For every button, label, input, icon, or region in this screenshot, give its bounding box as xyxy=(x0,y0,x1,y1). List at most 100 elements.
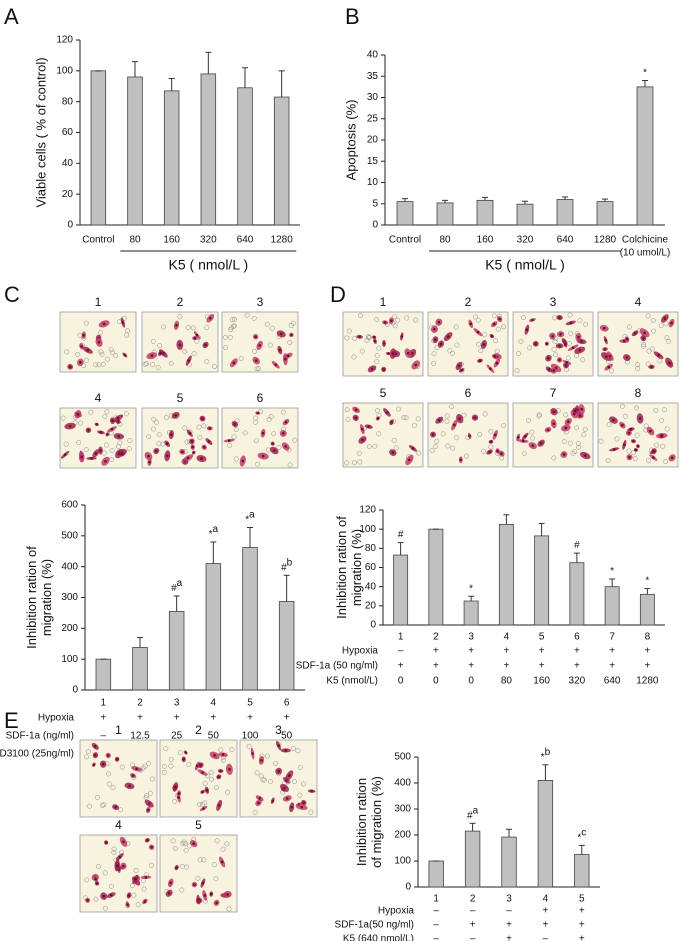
condition-value: + xyxy=(284,713,290,724)
nucleus xyxy=(539,441,543,445)
pore xyxy=(572,449,578,455)
pore xyxy=(431,361,437,366)
condition-value: + xyxy=(506,920,512,931)
pore xyxy=(85,749,91,755)
nucleus xyxy=(558,316,561,319)
marker-superscript: a xyxy=(249,509,255,520)
pore xyxy=(264,753,270,759)
nucleus xyxy=(92,763,96,767)
pore xyxy=(664,335,670,341)
x-tick-label: 80 xyxy=(439,235,451,246)
pore xyxy=(665,338,671,344)
pore xyxy=(212,364,217,369)
pore xyxy=(488,444,494,450)
condition-value: + xyxy=(137,713,143,724)
pore xyxy=(434,345,440,351)
y-tick-label: 0 xyxy=(370,620,376,631)
pore xyxy=(202,800,208,806)
pore xyxy=(233,456,239,462)
nucleus xyxy=(128,784,131,788)
condition-label: Hypoxia xyxy=(38,713,75,724)
marker-symbol: * xyxy=(610,566,614,577)
image-label: 1 xyxy=(380,295,387,309)
nucleus xyxy=(68,424,72,428)
nucleus xyxy=(190,440,194,443)
nucleus xyxy=(150,354,154,357)
nucleus xyxy=(217,804,221,807)
condition-value: – xyxy=(433,920,439,931)
pore xyxy=(657,358,663,364)
pore xyxy=(646,457,652,463)
bar xyxy=(428,860,444,888)
micrograph xyxy=(59,407,137,469)
pore xyxy=(148,862,154,868)
nucleus xyxy=(478,359,482,362)
nucleus xyxy=(367,425,371,428)
pore xyxy=(565,355,571,361)
micrograph xyxy=(427,402,509,468)
nucleus xyxy=(261,454,265,458)
pore xyxy=(179,887,185,893)
pore xyxy=(357,459,363,465)
nucleus xyxy=(192,451,196,454)
panel-letter: B xyxy=(345,4,360,29)
pore xyxy=(481,448,487,454)
marker-symbol: * xyxy=(643,67,647,78)
significance-marker: * xyxy=(610,566,614,577)
condition-label: SDF-1a (50 ng/ml) xyxy=(296,661,378,672)
micrograph xyxy=(159,834,238,913)
nucleus xyxy=(578,348,582,352)
pore xyxy=(177,750,183,756)
nucleus xyxy=(457,364,461,368)
nucleus xyxy=(284,749,288,752)
nucleus xyxy=(391,451,395,454)
x-tick-label: 320 xyxy=(517,235,534,246)
micrograph xyxy=(427,311,509,377)
pore xyxy=(581,432,587,438)
pore xyxy=(156,441,162,447)
nucleus xyxy=(80,455,84,459)
condition-value: + xyxy=(542,920,548,931)
nucleus xyxy=(177,792,181,795)
nucleus xyxy=(121,321,125,324)
pore xyxy=(635,362,641,368)
pore xyxy=(351,354,357,360)
pore xyxy=(183,847,189,853)
pore xyxy=(204,359,210,364)
nucleus xyxy=(573,409,577,413)
pore xyxy=(97,330,103,336)
nucleus xyxy=(383,321,387,324)
pore xyxy=(301,781,306,787)
bar xyxy=(534,535,550,626)
x-tick-label: 4 xyxy=(543,894,549,905)
pore xyxy=(129,883,135,889)
marker-superscript: a xyxy=(213,524,219,535)
pore xyxy=(103,442,109,448)
bar xyxy=(537,780,554,888)
pore xyxy=(634,432,640,438)
marker-symbol: * xyxy=(209,529,213,540)
nucleus xyxy=(110,427,114,431)
pore xyxy=(83,320,89,326)
pore xyxy=(568,330,574,336)
condition-value: + xyxy=(542,906,548,917)
pore xyxy=(416,450,422,456)
pore xyxy=(520,315,526,321)
bar xyxy=(242,547,258,691)
pore xyxy=(267,342,273,348)
nucleus xyxy=(115,757,119,761)
bar xyxy=(168,610,185,691)
pore xyxy=(95,864,101,870)
condition-value: – xyxy=(101,731,107,742)
condition-value: 320 xyxy=(569,676,586,687)
bar xyxy=(569,562,585,626)
pore xyxy=(186,762,192,767)
pore xyxy=(88,409,94,415)
x-tick-label: 640 xyxy=(557,235,574,246)
pore xyxy=(101,802,107,808)
pore xyxy=(184,864,189,870)
nucleus xyxy=(516,436,520,439)
nucleus xyxy=(625,337,629,341)
pore xyxy=(454,435,460,441)
nucleus xyxy=(439,342,443,346)
